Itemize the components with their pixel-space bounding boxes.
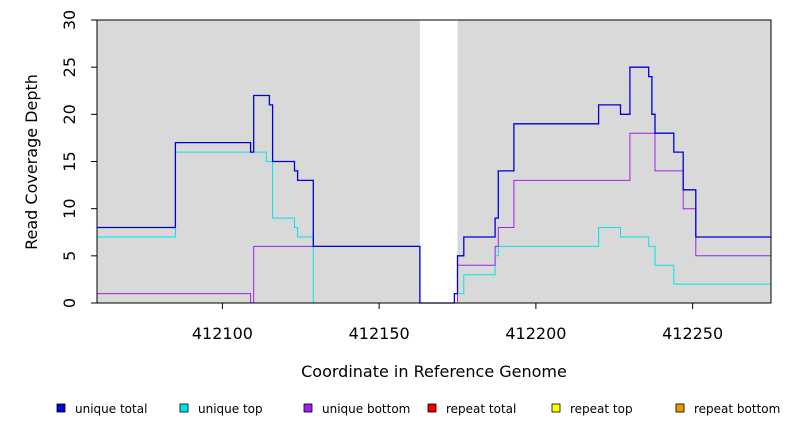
legend-swatch (675, 403, 685, 413)
legend-swatch (303, 403, 313, 413)
y-axis-title: Read Coverage Depth (22, 74, 41, 250)
series-line-unique-total (97, 66, 771, 304)
legend-swatch (427, 403, 437, 413)
legend: unique total unique top unique bottom repea… (56, 402, 780, 416)
x-axis-title: Coordinate in Reference Genome (301, 362, 567, 381)
y-tick-label: 5 (60, 251, 79, 261)
legend-item-repeat-bottom: repeat bottom (675, 402, 780, 416)
legend-label: unique bottom (322, 402, 410, 416)
x-tick-label: 412150 (349, 324, 410, 343)
legend-label: unique total (75, 402, 147, 416)
legend-item-unique-top: unique top (179, 402, 263, 416)
series-line-unique-top (97, 151, 771, 304)
x-tick-label: 412200 (505, 324, 566, 343)
legend-label: repeat bottom (694, 402, 780, 416)
legend-swatch (56, 403, 66, 413)
legend-item-unique-total: unique total (56, 402, 147, 416)
y-tick-label: 15 (60, 151, 79, 171)
legend-swatch (551, 403, 561, 413)
legend-item-repeat-top: repeat top (551, 402, 633, 416)
y-axis: 0 5 10 15 20 25 30 (60, 10, 98, 308)
legend-swatch (179, 403, 189, 413)
y-tick-label: 25 (60, 57, 79, 77)
x-tick-label: 412100 (192, 324, 253, 343)
x-axis: 412100 412150 412200 412250 (97, 302, 771, 343)
legend-label: repeat top (570, 402, 633, 416)
gap-region (419, 20, 458, 303)
legend-label: repeat total (446, 402, 516, 416)
x-tick-label: 412250 (662, 324, 723, 343)
y-tick-label: 30 (60, 10, 79, 30)
y-tick-label: 10 (60, 198, 79, 218)
y-tick-label: 20 (60, 104, 79, 124)
legend-label: unique top (198, 402, 263, 416)
legend-item-unique-bottom: unique bottom (303, 402, 410, 416)
legend-item-repeat-total: repeat total (427, 402, 516, 416)
y-tick-label: 0 (60, 298, 79, 308)
